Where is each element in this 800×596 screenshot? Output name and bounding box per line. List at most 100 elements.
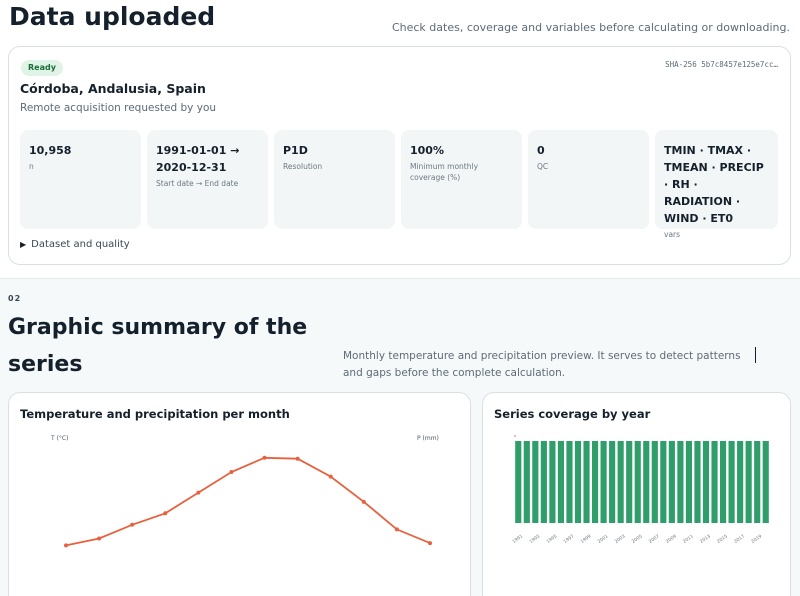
x-tick-label: 2009	[665, 533, 678, 545]
coverage-bar	[728, 441, 735, 523]
temperature-point	[163, 511, 168, 516]
stat-n: 10,958 n	[20, 130, 141, 229]
x-tick-label: 2015	[716, 533, 729, 545]
status-badge: Ready	[21, 60, 63, 76]
dataset-hash: SHA-256 5b7c8457e125e7cc…	[665, 60, 778, 69]
temperature-point	[428, 541, 432, 546]
x-tick-label: 2003	[614, 533, 627, 545]
stat-coverage: 100% Minimum monthly coverage (%)	[401, 130, 522, 229]
coverage-bar	[737, 441, 744, 523]
coverage-bar	[549, 441, 556, 523]
chart-title: Temperature and precipitation per month	[20, 407, 290, 421]
stat-value: TMIN · TMAX · TMEAN · PRECIP · RH · RADI…	[664, 144, 764, 225]
coverage-bar	[557, 441, 565, 523]
coverage-bar	[651, 441, 658, 523]
x-tick-label: 2001	[597, 533, 610, 545]
stat-value: 10,958	[29, 144, 72, 157]
stat-value: 1991-01-01 → 2020-12-31	[156, 144, 240, 174]
page-title: Data uploaded	[9, 2, 216, 31]
stat-label: Start date → End date	[156, 179, 239, 188]
coverage-bar	[574, 441, 582, 523]
coverage-bar	[745, 441, 752, 523]
stat-date-range: 1991-01-01 → 2020-12-31 Start date → End…	[147, 130, 268, 229]
coverage-bar	[677, 441, 684, 523]
y-axis-label: T (°C)	[51, 435, 69, 442]
coverage-bar	[532, 441, 539, 523]
stat-value: 0	[537, 144, 545, 157]
x-tick-label: 2017	[733, 533, 746, 545]
coverage-bar	[583, 441, 590, 523]
line-chart	[64, 455, 432, 548]
coverage-bar	[626, 441, 633, 523]
temperature-point	[64, 543, 68, 548]
dataset-requested-by: Remote acquisition requested by you	[20, 102, 217, 114]
stat-label: Resolution	[283, 162, 323, 171]
stat-vars: TMIN · TMAX · TMEAN · PRECIP · RH · RADI…	[655, 130, 778, 239]
coverage-bar	[754, 441, 761, 523]
coverage-bar	[762, 441, 769, 523]
temperature-point	[361, 499, 366, 504]
x-tick-label: 2013	[699, 533, 712, 545]
temperature-point	[130, 522, 135, 527]
temperature-point	[295, 456, 300, 461]
stat-label: n	[29, 162, 34, 171]
coverage-bar	[600, 441, 607, 523]
stats-row: 10,958 n 1991-01-01 → 2020-12-31 Start d…	[20, 130, 780, 239]
coverage-bar	[702, 441, 710, 523]
stat-value: P1D	[283, 144, 308, 157]
temperature-point	[97, 536, 102, 541]
disclosure-triangle-icon: ▶	[20, 240, 27, 249]
x-tick-label: 1991	[511, 533, 524, 545]
coverage-bar	[634, 441, 641, 523]
temperature-point	[262, 455, 267, 460]
coverage-bar	[660, 441, 667, 523]
coverage-bar	[566, 441, 573, 523]
x-tick-label: 2019	[750, 533, 763, 545]
coverage-bar	[694, 441, 701, 523]
coverage-bar	[711, 441, 718, 523]
coverage-bar	[668, 441, 675, 523]
temperature-point	[328, 474, 333, 479]
details-label: Dataset and quality	[31, 239, 130, 250]
x-tick-label: 1999	[580, 533, 593, 545]
chart-title: Series coverage by year	[494, 407, 651, 421]
temperature-point	[229, 470, 234, 474]
temperature-point	[394, 527, 399, 532]
coverage-bar	[609, 441, 616, 523]
section-number: 02	[8, 294, 22, 303]
temperature-series-line	[65, 456, 431, 547]
temperature-point	[196, 490, 201, 495]
page-subtitle: Check dates, coverage and variables befo…	[391, 21, 790, 34]
coverage-bar	[685, 441, 693, 523]
coverage-chart-card: Series coverage by year 1991 1993 1995 1997…	[482, 392, 791, 596]
temperature-precip-chart-card: Temperature and precipitation per month …	[8, 392, 471, 596]
x-tick-label: 2005	[631, 533, 644, 545]
dataset-card: Ready SHA-256 5b7c8457e125e7cc… Córdoba,…	[8, 46, 791, 265]
coverage-bar	[515, 441, 522, 523]
coverage-bar	[643, 441, 650, 523]
stat-label: QC	[537, 162, 549, 171]
x-tick-label: 2007	[648, 533, 661, 545]
stat-resolution: P1D Resolution	[274, 130, 395, 229]
x-tick-label: 1997	[562, 533, 575, 545]
page-header: Data uploaded Check dates, coverage and …	[0, 0, 800, 46]
dataset-location: Córdoba, Andalusia, Spain	[20, 81, 206, 96]
coverage-bar	[540, 441, 547, 523]
section-subtitle: Monthly temperature and precipitation pr…	[343, 350, 741, 379]
marker-dot	[514, 435, 516, 437]
y2-axis-label: P (mm)	[417, 435, 439, 442]
stat-value: 100%	[410, 144, 444, 157]
stat-qc: 0 QC	[528, 130, 649, 229]
dataset-quality-toggle[interactable]: ▶ Dataset and quality	[20, 239, 130, 250]
x-tick-label: 1995	[545, 533, 558, 545]
coverage-bar	[719, 441, 727, 523]
coverage-bar	[617, 441, 624, 523]
bar-chart: 1991 1993 1995 1997 1999 2001 2003 2005 2007 2009…	[511, 435, 769, 545]
coverage-bar	[591, 441, 599, 523]
section-title: Graphic summary of the series	[8, 315, 308, 377]
stat-label: Minimum monthly coverage (%)	[410, 162, 479, 182]
x-tick-label: 1993	[528, 533, 541, 545]
coverage-bar	[523, 441, 530, 523]
text-caret	[755, 347, 756, 363]
x-tick-label: 2011	[682, 533, 695, 545]
